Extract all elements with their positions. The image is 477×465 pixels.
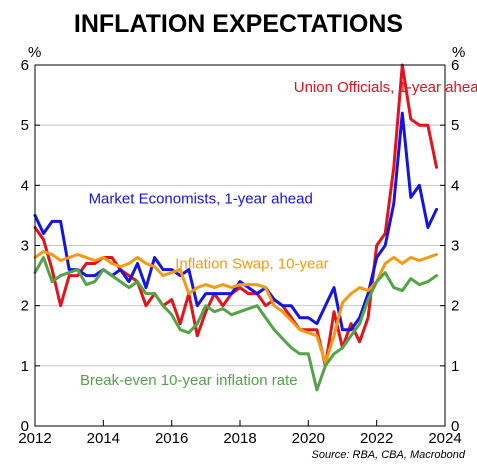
series-annotations: Union Officials, 1-year ahead Market Econ… xyxy=(80,79,477,389)
series-annotation-2: Market Economists, 1-year ahead xyxy=(89,190,313,207)
series-annotation-1: Union Officials, 1-year ahead xyxy=(294,79,477,96)
x-tick-label: 2022 xyxy=(360,430,393,447)
y-tick-label-left: 1 xyxy=(21,358,29,375)
x-tick-label: 2018 xyxy=(223,430,256,447)
x-tick-label: 2024 xyxy=(428,430,461,447)
y-tick-label-right: 0 xyxy=(451,418,459,435)
y-tick-label-left: 3 xyxy=(21,238,29,255)
x-tick-label: 2014 xyxy=(87,430,120,447)
x-tick-label: 2016 xyxy=(155,430,188,447)
y-tick-label-right: 2 xyxy=(451,298,459,315)
y-tick-label-left: 4 xyxy=(21,177,29,194)
series-line-3 xyxy=(33,250,438,365)
series-line-2 xyxy=(33,111,438,332)
series-lines xyxy=(33,63,438,392)
y-tick-label-right: 1 xyxy=(451,358,459,375)
chart-title: INFLATION EXPECTATIONS xyxy=(74,10,403,38)
source-note: Source: RBA, CBA, Macrobond xyxy=(312,449,466,461)
x-tick-label: 2020 xyxy=(292,430,325,447)
series-annotation-3: Inflation Swap, 10-year xyxy=(175,255,328,272)
series-line-4 xyxy=(33,256,438,392)
y-tick-label-left: 2 xyxy=(21,298,29,315)
y-tick-label-left: 5 xyxy=(21,117,29,134)
y-axis-unit-left: % xyxy=(28,44,41,61)
series-annotation-4: Break-even 10-year inflation rate xyxy=(80,372,298,389)
series-line-1 xyxy=(33,63,438,368)
x-tick-label: 2012 xyxy=(18,430,51,447)
y-tick-label-left: 0 xyxy=(21,418,29,435)
y-tick-label-right: 3 xyxy=(451,238,459,255)
y-tick-label-right: 4 xyxy=(451,177,459,194)
axis-ticks: 0 0 1 1 2 2 3 3 4 4 5 5 6 6 2012 2014 2016 2018 2020 2022 20… xyxy=(18,57,461,447)
y-axis-unit-right: % xyxy=(452,44,465,61)
y-tick-label-right: 5 xyxy=(451,117,459,134)
y-tick-label-right: 6 xyxy=(451,57,459,74)
y-tick-label-left: 6 xyxy=(21,57,29,74)
